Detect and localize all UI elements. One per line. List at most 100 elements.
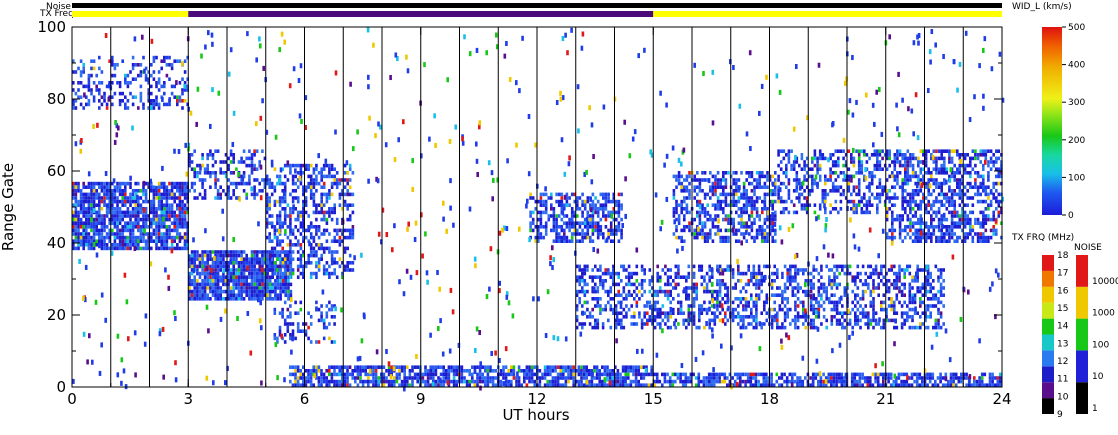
echo-cell	[612, 207, 616, 211]
echo-cell	[176, 221, 179, 225]
echo-cell	[885, 315, 888, 319]
echo-cell	[92, 239, 96, 243]
echo-cell	[692, 282, 696, 287]
echo-cell	[693, 196, 696, 200]
echo-cell	[265, 225, 269, 229]
echo-cell	[281, 257, 284, 261]
echo-cell	[103, 243, 106, 247]
echo-cell	[737, 279, 740, 283]
echo-cell	[139, 70, 143, 74]
echo-cell	[687, 293, 691, 297]
echo-cell	[656, 315, 659, 319]
echo-cell	[74, 181, 78, 186]
echo-cell	[188, 163, 191, 168]
echo-cell	[403, 365, 406, 369]
echo-cell	[893, 271, 896, 276]
echo-cell	[607, 210, 610, 215]
echo-cell	[299, 253, 303, 258]
echo-cell	[348, 163, 352, 168]
echo-cell	[274, 293, 277, 297]
echo-cell	[116, 232, 119, 236]
echo-cell	[562, 365, 565, 369]
echo-cell	[77, 214, 80, 218]
echo-cell	[581, 221, 584, 225]
echo-cell	[528, 372, 531, 377]
echo-cell	[203, 286, 207, 290]
echo-cell	[952, 379, 955, 384]
echo-cell	[219, 250, 222, 254]
echo-cell	[928, 379, 932, 384]
echo-cell	[586, 264, 589, 269]
echo-cell	[237, 264, 241, 269]
echo-cell	[703, 232, 707, 236]
echo-cell	[74, 99, 78, 103]
echo-cell	[126, 181, 130, 186]
echo-cell	[716, 279, 719, 283]
echo-cell	[139, 217, 143, 222]
echo-cell	[302, 268, 305, 272]
echo-cell	[937, 322, 940, 326]
echo-cell	[294, 376, 297, 380]
echo-cell	[90, 66, 93, 71]
echo-cell	[727, 239, 730, 243]
echo-cell	[304, 261, 308, 265]
echo-cell	[569, 376, 573, 380]
echo-cell	[157, 228, 161, 233]
echo-cell	[776, 271, 779, 276]
echo-cell	[131, 228, 135, 233]
echo-cell	[273, 189, 277, 193]
echo-cell	[560, 217, 564, 222]
echo-cell	[335, 221, 339, 225]
echo-cell	[377, 376, 380, 380]
echo-cell	[759, 372, 763, 377]
echo-cell	[343, 250, 347, 254]
echo-cell	[732, 199, 735, 204]
echo-cell	[537, 232, 540, 236]
echo-cell	[124, 225, 127, 229]
echo-cell	[921, 311, 925, 315]
echo-cell	[688, 221, 691, 225]
echo-cell	[716, 225, 720, 229]
echo-cell	[276, 286, 280, 290]
echo-cell	[893, 286, 896, 290]
echo-cell	[79, 235, 83, 240]
echo-cell	[186, 185, 189, 189]
echo-cell	[893, 325, 896, 330]
echo-cell	[343, 199, 347, 204]
echo-cell	[190, 261, 194, 265]
echo-cell	[812, 264, 815, 269]
echo-cell	[617, 210, 621, 215]
echo-cell	[709, 171, 712, 175]
echo-cell	[724, 268, 727, 272]
echo-cell	[934, 383, 937, 387]
echo-cell	[484, 383, 487, 387]
echo-cell	[685, 275, 688, 279]
echo-cell	[915, 383, 919, 387]
echo-cell	[837, 379, 841, 384]
echo-cell	[165, 185, 169, 189]
echo-cell	[714, 203, 717, 207]
echo-cell	[735, 189, 738, 193]
echo-cell	[817, 372, 820, 377]
echo-cell	[591, 286, 594, 290]
echo-cell	[289, 261, 292, 265]
echo-cell	[98, 81, 101, 85]
echo-cell	[853, 379, 857, 384]
echo-cell	[129, 199, 132, 204]
echo-cell	[978, 379, 981, 384]
echo-cell	[824, 376, 828, 380]
echo-cell	[861, 297, 865, 301]
echo-cell	[279, 261, 282, 265]
echo-cell	[897, 372, 901, 377]
echo-cell	[90, 185, 93, 189]
echo-cell	[599, 232, 603, 236]
echo-cell	[302, 329, 305, 333]
echo-cell	[750, 174, 754, 179]
echo-cell	[924, 264, 927, 269]
echo-cell	[351, 210, 355, 215]
echo-cell	[442, 379, 445, 384]
echo-cell	[570, 217, 574, 222]
echo-cell	[617, 225, 621, 229]
echo-cell	[581, 199, 584, 204]
echo-cell	[591, 203, 595, 207]
